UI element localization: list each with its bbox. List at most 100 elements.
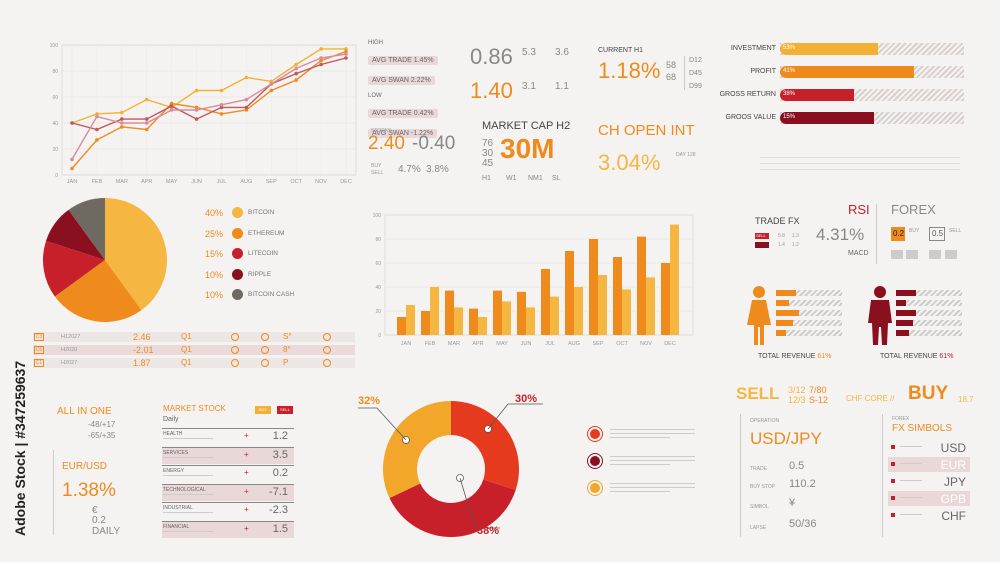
line-point — [269, 82, 274, 86]
fx-row-symbol: CHF — [941, 509, 966, 523]
market-row-name: INDUSTRIAL — [163, 505, 193, 511]
line-point — [95, 114, 99, 119]
bar-chart-xtick: JUN — [521, 341, 532, 347]
forex-box-a — [891, 227, 905, 241]
small-value-d: 1.1 — [555, 81, 569, 92]
bar-chart-xtick: DEC — [664, 341, 676, 347]
market-row-name: TECHNOLOGICAL — [163, 486, 206, 493]
market-stock-title: MARKET STOCK — [163, 404, 226, 413]
bar-chart-xtick: APR — [472, 341, 483, 347]
current-n68: 68 — [666, 72, 677, 82]
pie-slice-ethereum — [54, 260, 142, 322]
trade-n3: 1.4 — [778, 242, 785, 248]
pie-chart — [43, 198, 167, 322]
metric-track: 15% — [780, 112, 964, 124]
code-row-year: H12027 — [61, 334, 81, 340]
donut-slice-0 — [451, 401, 519, 491]
woman-icon — [747, 286, 771, 345]
day-label: DAY 128 — [676, 152, 696, 158]
line-point — [194, 105, 199, 110]
bar-feb-s0 — [421, 311, 430, 335]
line-chart-svg: 100 80 60 40 20 0 JAN FEB MAR APR MAY JUN JUL AUG SEP O… — [50, 43, 357, 185]
line-chart-ytick: 60 — [52, 95, 58, 101]
trade-sell-label: SELL — [756, 233, 766, 238]
sell-b: 7/80 — [809, 385, 827, 395]
trade-n4: 1.2 — [792, 242, 799, 248]
all-in-one-pair: EUR/USD — [62, 461, 108, 472]
pie-slice-litecoin — [43, 240, 105, 297]
forex-grey-1 — [891, 250, 903, 259]
code-rows: C3 H12027 2.46 Q1 S° C6 H2020 -2.01 Q1 8° C1 H2027 1… — [33, 332, 355, 372]
line-point — [344, 47, 348, 51]
line-chart: 100 80 60 40 20 0 JAN FEB MAR APR MAY JUN JUL AUG SEP O… — [30, 35, 360, 185]
donut-legend-dot — [588, 427, 602, 441]
code-row-s: 8° — [283, 345, 291, 354]
forex-grey-4 — [945, 250, 957, 259]
line-chart-ytick: 0 — [55, 173, 58, 179]
pie-slice-ripple — [46, 209, 105, 260]
line-point — [244, 97, 249, 102]
line-point — [269, 79, 274, 84]
sell-label: SELL — [371, 170, 384, 176]
line-point — [319, 56, 323, 60]
metric-fill: 41% — [780, 66, 915, 78]
market-row: INDUSTRIAL + -2.3 — [162, 502, 294, 519]
code-row-circle-a — [231, 346, 239, 354]
metric-track: 53% — [780, 43, 964, 55]
code-row-code: C6 — [34, 346, 44, 354]
small-value-b: 3.6 — [555, 47, 569, 58]
trade-sell-box — [755, 233, 769, 239]
metric-pct: 53% — [783, 45, 796, 51]
all-in-one-euro: € — [92, 505, 98, 516]
line-chart-frame — [61, 44, 357, 176]
big-value-a: 0.86 — [470, 44, 513, 69]
lapse-value: 50/36 — [789, 518, 817, 530]
buystop-value: 110.2 — [789, 478, 816, 490]
market-row-name: ENERGY — [163, 468, 185, 474]
market-stock-buy-button[interactable]: BUY — [255, 406, 271, 414]
market-stock-rows: HEALTH +1.2 SERVICES +3.5 ENERGY +0.2 TECHNOLO… — [162, 428, 294, 538]
revenue-bar-fill — [776, 320, 793, 326]
metric-fill: 38% — [780, 89, 854, 101]
current-h1-value: 1.18% — [598, 58, 661, 83]
stock-change: -0.40 — [412, 133, 456, 154]
revenue-bar — [896, 310, 962, 316]
high-item-2: AVG SWAN 2.22% — [368, 69, 463, 87]
metrics-panel: INVESTMENT 53% PROFIT 41% GROSS RETURN 38% GRO… — [700, 43, 970, 133]
pie-legend-name: BITCOIN — [248, 209, 275, 216]
bar-mar-s0 — [445, 290, 454, 335]
bar-aug-s0 — [565, 251, 574, 335]
line-point — [244, 105, 249, 110]
metric-fill: 53% — [780, 43, 878, 55]
symbol-label: SIMBOL — [750, 504, 769, 510]
bar-jun-s1 — [526, 307, 535, 335]
line-point — [120, 110, 124, 115]
line-chart-xtick: AUG — [240, 179, 252, 185]
donut-label: 32% — [358, 395, 380, 407]
metric-label: GROOS VALUE — [725, 114, 776, 121]
bar-chart-xtick: MAY — [496, 341, 508, 347]
big-30m: 30M — [500, 133, 555, 164]
pie-legend-dot — [232, 248, 243, 259]
bar-dec-s1 — [670, 224, 679, 335]
fx-row-marker — [891, 496, 895, 500]
fx-row: GPB — [888, 491, 970, 506]
bar-jul-s1 — [550, 296, 559, 335]
line-point — [144, 127, 149, 132]
market-stock-sell-button[interactable]: SELL — [277, 406, 293, 414]
fx-row: JPY — [888, 474, 970, 489]
pie-legend-name: ETHEREUM — [248, 229, 285, 237]
market-row-name: HEALTH — [163, 431, 183, 437]
fx-row-line — [900, 514, 922, 515]
pie-legend-dot — [232, 207, 243, 218]
line-chart-xtick: MAR — [116, 179, 128, 185]
bar-nov-s1 — [646, 277, 655, 335]
line-point — [294, 71, 298, 76]
stock-value: 2.40 — [368, 133, 405, 154]
pie-legend-pct: 25% — [205, 228, 224, 239]
metric-track: 41% — [780, 66, 964, 78]
bar-chart-ytick: 60 — [375, 261, 381, 267]
donut-label: 30% — [515, 393, 537, 405]
line-series-0 — [71, 48, 346, 124]
bar-apr-s0 — [469, 308, 478, 335]
